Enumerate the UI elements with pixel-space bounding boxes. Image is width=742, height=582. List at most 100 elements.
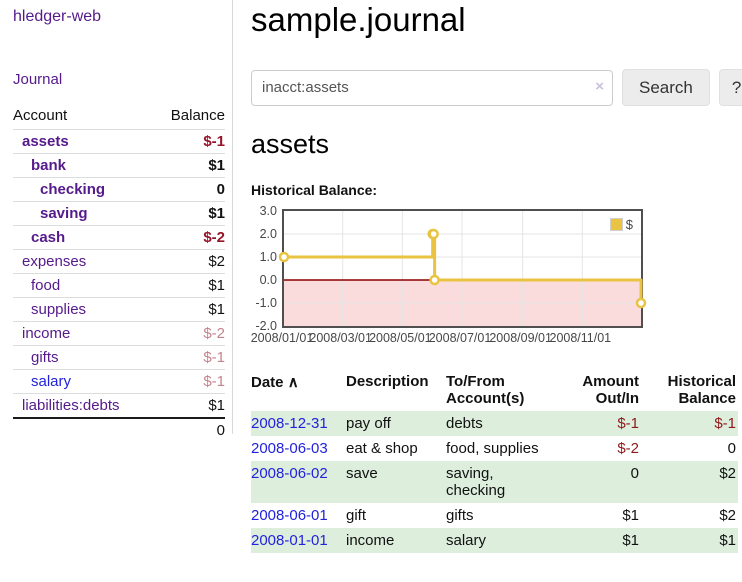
x-tick-label: 2008/09/01: [489, 331, 552, 346]
account-link-assets[interactable]: assets: [22, 133, 69, 150]
register-header-date[interactable]: Date ∧: [251, 374, 299, 392]
account-link-cash[interactable]: cash: [31, 229, 66, 246]
search-button[interactable]: Search: [622, 69, 710, 107]
y-tick-label: 1.0: [259, 250, 277, 265]
register-row: 2008-06-01 gift gifts $1 $2: [251, 503, 738, 528]
legend-color-swatch: [609, 218, 623, 232]
transaction-date-link[interactable]: 2008-06-01: [251, 507, 328, 525]
search-help-button[interactable]: ?: [718, 69, 742, 107]
register-header-balance: Historical Balance: [667, 373, 736, 408]
y-tick-label: 3.0: [259, 204, 277, 219]
chart-x-axis: 2008/01/01 2008/03/01 2008/05/01 2008/07/01…: [251, 331, 643, 349]
transaction-description: income: [346, 532, 395, 550]
legend-label: $: [625, 217, 633, 233]
transaction-amount: $1: [622, 532, 639, 550]
search-input[interactable]: [251, 69, 613, 106]
accounts-total-balance: 0: [153, 417, 225, 442]
register-header-description: Description: [346, 373, 429, 391]
register-row: 2008-12-31 pay off debts $-1 $-1: [251, 411, 738, 437]
account-balance: $-1: [153, 345, 225, 370]
transaction-description: gift: [346, 507, 367, 525]
clear-search-icon[interactable]: ×: [595, 77, 604, 95]
chart-plot-area[interactable]: $: [278, 209, 647, 329]
transaction-amount: $-2: [617, 440, 639, 458]
account-row: assets $-1: [13, 129, 225, 154]
account-balance: $-1: [153, 369, 225, 394]
transaction-amount: $1: [622, 507, 639, 525]
x-tick-label: 2008/07/01: [428, 331, 492, 346]
account-link-checking[interactable]: checking: [40, 181, 106, 198]
transaction-balance: $1: [719, 532, 736, 550]
y-tick-label: 0.0: [259, 273, 277, 288]
accounts-header-account: Account: [13, 107, 68, 124]
register-header-amount: Amount Out/In: [582, 373, 639, 408]
account-row: expenses $2: [13, 249, 225, 274]
account-balance: $2: [153, 249, 225, 274]
account-balance: $1: [153, 273, 225, 298]
transaction-account: gifts: [446, 507, 474, 525]
account-row: supplies $1: [13, 297, 225, 322]
account-link-food[interactable]: food: [31, 277, 61, 294]
accounts-table: Account Balance assets $-1 bank $1 check…: [13, 104, 225, 442]
accounts-header-balance: Balance: [170, 107, 225, 124]
account-link-income[interactable]: income: [22, 325, 71, 342]
transaction-amount: 0: [630, 465, 639, 483]
register-header-account: To/From Account(s): [446, 373, 525, 408]
journal-nav-link[interactable]: Journal: [13, 71, 63, 88]
sort-asc-icon: ∧: [287, 374, 299, 392]
account-link-supplies[interactable]: supplies: [31, 301, 87, 318]
account-link-liabilities-debts[interactable]: liabilities:debts: [22, 397, 120, 414]
account-row: income $-2: [13, 321, 225, 346]
transaction-account: saving, checking: [446, 465, 506, 500]
account-row: salary $-1: [13, 369, 225, 394]
account-balance: $-2: [153, 321, 225, 346]
transaction-date-link[interactable]: 2008-12-31: [251, 415, 328, 433]
y-tick-label: 2.0: [259, 227, 277, 242]
transaction-amount: $-1: [617, 415, 639, 433]
register-table: Date ∧ Description To/From Account(s) Am…: [251, 371, 738, 554]
transaction-balance: $2: [719, 465, 736, 483]
accounts-total-row: 0: [13, 417, 225, 442]
account-balance: $-1: [153, 129, 225, 154]
search-form: × Search ?: [251, 69, 742, 107]
account-balance: $-2: [153, 225, 225, 250]
account-link-gifts[interactable]: gifts: [31, 349, 59, 366]
register-row: 2008-06-02 save saving, checking 0 $2: [251, 461, 738, 504]
account-link-salary[interactable]: salary: [31, 373, 72, 390]
sidebar: hledger-web Journal Account Balance asse…: [0, 0, 233, 442]
transaction-date-link[interactable]: 2008-06-02: [251, 465, 328, 483]
chart-legend: $: [608, 216, 634, 234]
chart-y-axis: 3.0 2.0 1.0 0.0 -1.0 -2.0: [251, 205, 282, 332]
account-balance: $1: [153, 393, 225, 418]
transaction-date-link[interactable]: 2008-01-01: [251, 532, 328, 550]
x-tick-label: 2008/01/01: [250, 331, 314, 346]
transaction-account: food, supplies: [446, 440, 539, 458]
account-link-saving[interactable]: saving: [40, 205, 88, 222]
app-title-link[interactable]: hledger-web: [13, 8, 102, 25]
x-tick-label: 2008/03/01: [309, 331, 372, 346]
transaction-balance: 0: [727, 440, 736, 458]
account-row: saving $1: [13, 201, 225, 226]
transaction-account: salary: [446, 532, 487, 550]
main-content: sample.journal × Search ? assets Histori…: [233, 0, 742, 582]
account-row: liabilities:debts $1: [13, 393, 225, 418]
account-link-bank[interactable]: bank: [31, 157, 67, 174]
transaction-description: save: [346, 465, 378, 483]
account-row: cash $-2: [13, 225, 225, 250]
x-tick-label: 2008/05/01: [369, 331, 432, 346]
account-row: bank $1: [13, 153, 225, 178]
register-row: 2008-06-03 eat & shop food, supplies $-2…: [251, 436, 738, 461]
account-balance: $1: [153, 297, 225, 322]
account-heading: assets: [251, 129, 330, 160]
transaction-date-link[interactable]: 2008-06-03: [251, 440, 328, 458]
transaction-description: eat & shop: [346, 440, 418, 458]
page-title: sample.journal: [251, 1, 466, 38]
chart-title: Historical Balance:: [251, 182, 378, 199]
historical-balance-chart: 3.0 2.0 1.0 0.0 -1.0 -2.0 $ 2008/01/01 2008/03…: [251, 205, 742, 349]
y-tick-label: -1.0: [255, 296, 277, 311]
account-row: food $1: [13, 273, 225, 298]
account-link-expenses[interactable]: expenses: [22, 253, 87, 270]
x-tick-label: 2008/11/01: [549, 331, 612, 346]
chart-svg: [278, 211, 647, 327]
account-balance: $1: [153, 153, 225, 178]
